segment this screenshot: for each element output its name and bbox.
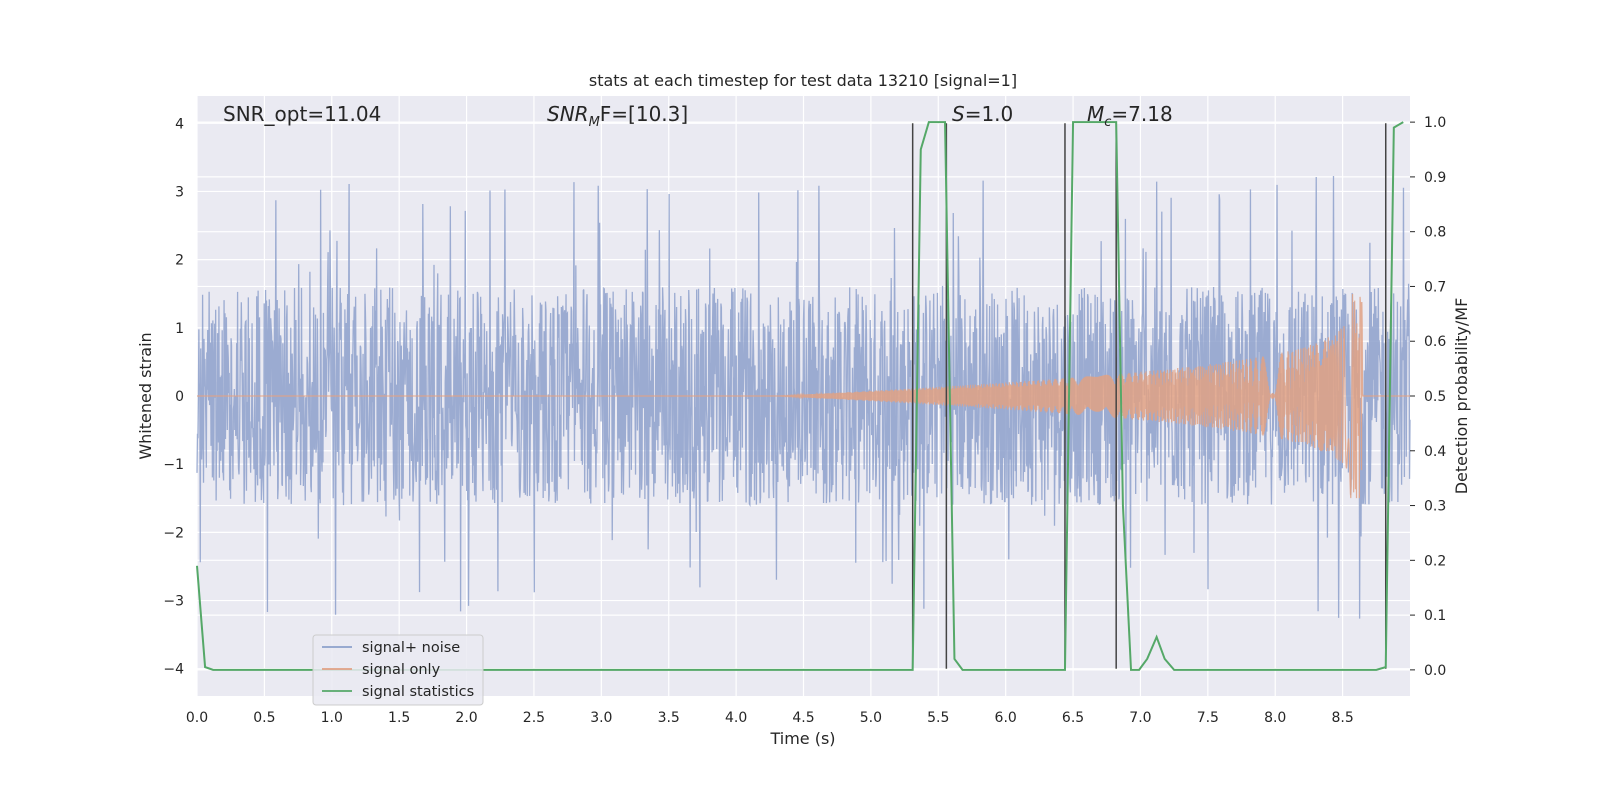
- y-left-tick-label: 1: [175, 321, 184, 337]
- tick-labels: 0.0 0.5 1.0 1.5 2.0 2.5 3.0 3.5 4.0 4.5 5.0 5.5 6.0 6…: [163, 115, 1446, 726]
- annotation-s: S=1.0: [952, 102, 1013, 126]
- y-right-tick-label: 0.5: [1424, 389, 1446, 405]
- x-tick-label: 5.0: [860, 710, 882, 726]
- x-tick-label: 2.0: [455, 710, 477, 726]
- x-tick-label: 0.0: [186, 710, 208, 726]
- annotation-snr-mf-main: SNR: [547, 102, 589, 126]
- y-right-tick-label: 0.4: [1424, 444, 1446, 460]
- x-tick-label: 7.0: [1129, 710, 1151, 726]
- x-tick-label: 2.5: [523, 710, 545, 726]
- y-right-tick-label: 1.0: [1424, 115, 1446, 131]
- legend-label-signal-noise: signal+ noise: [362, 640, 460, 656]
- x-tick-label: 6.5: [1062, 710, 1084, 726]
- y-left-tick-label: −2: [163, 525, 184, 541]
- legend: signal+ noise signal only signal statist…: [312, 634, 484, 706]
- y-left-tick-label: 4: [175, 116, 184, 132]
- chart-title: stats at each timestep for test data 132…: [589, 71, 1017, 90]
- annotation-snr-mf-sub: M: [589, 115, 600, 130]
- y-left-tick-label: 3: [175, 184, 184, 200]
- annotation-snr-opt: SNR_opt=11.04: [223, 102, 381, 126]
- series-signal-only: [197, 294, 1410, 499]
- x-tick-label: 0.5: [253, 710, 275, 726]
- x-axis-label: Time (s): [769, 729, 835, 748]
- signal-only-line: [197, 294, 1410, 499]
- annotation-snr-mf-rest: F=[10.3]: [600, 102, 688, 126]
- legend-box: [312, 634, 484, 706]
- x-tick-label: 6.0: [995, 710, 1017, 726]
- series-signal-statistics: [196, 121, 1404, 671]
- y-axis-label-right: Detection probability/MF: [1452, 298, 1471, 495]
- y-right-tick-label: 0.9: [1424, 170, 1446, 186]
- y-left-tick-label: −3: [163, 594, 184, 610]
- x-tick-label: 5.5: [927, 710, 949, 726]
- x-tick-label: 7.5: [1197, 710, 1219, 726]
- y-right-tick-label: 0.0: [1424, 663, 1446, 679]
- y-right-tick-label: 0.3: [1424, 499, 1446, 515]
- annotation-s-main: S: [952, 102, 965, 126]
- annotation-mc-sub: c: [1104, 115, 1111, 130]
- y-left-tick-label: 2: [175, 253, 184, 269]
- y-left-tick-label: −4: [163, 662, 184, 678]
- y-left-tick-label: 0: [175, 389, 184, 405]
- x-tick-label: 8.5: [1331, 710, 1353, 726]
- legend-label-signal-statistics: signal statistics: [362, 684, 474, 700]
- x-tick-label: 1.0: [321, 710, 343, 726]
- x-tick-label: 4.0: [725, 710, 747, 726]
- signal-noise-line: [196, 176, 1411, 619]
- annotation-snr-mf: SNRMF=[10.3]: [547, 102, 688, 130]
- signal-statistics-line: [196, 121, 1404, 671]
- x-tick-label: 4.5: [792, 710, 814, 726]
- y-right-tick-label: 0.1: [1424, 608, 1446, 624]
- y-right-tick-label: 0.6: [1424, 334, 1446, 350]
- y-right-tick-label: 0.7: [1424, 279, 1446, 295]
- vertical-markers: [911, 123, 1387, 669]
- annotation-mc-main: M: [1087, 102, 1104, 126]
- annotation-s-rest: =1.0: [965, 102, 1014, 126]
- x-tick-label: 8.0: [1264, 710, 1286, 726]
- series-signal-noise: [196, 176, 1411, 619]
- annotation-mc: Mc=7.18: [1087, 102, 1173, 130]
- y-axis-label-left: Whitened strain: [136, 332, 155, 459]
- y-right-tick-label: 0.8: [1424, 225, 1446, 241]
- annotation-mc-rest: =7.18: [1111, 102, 1172, 126]
- y-right-tick-label: 0.2: [1424, 553, 1446, 569]
- legend-label-signal-only: signal only: [362, 662, 441, 678]
- y-left-tick-label: −1: [163, 457, 184, 473]
- x-tick-label: 3.5: [658, 710, 680, 726]
- x-tick-label: 1.5: [388, 710, 410, 726]
- x-tick-label: 3.0: [590, 710, 612, 726]
